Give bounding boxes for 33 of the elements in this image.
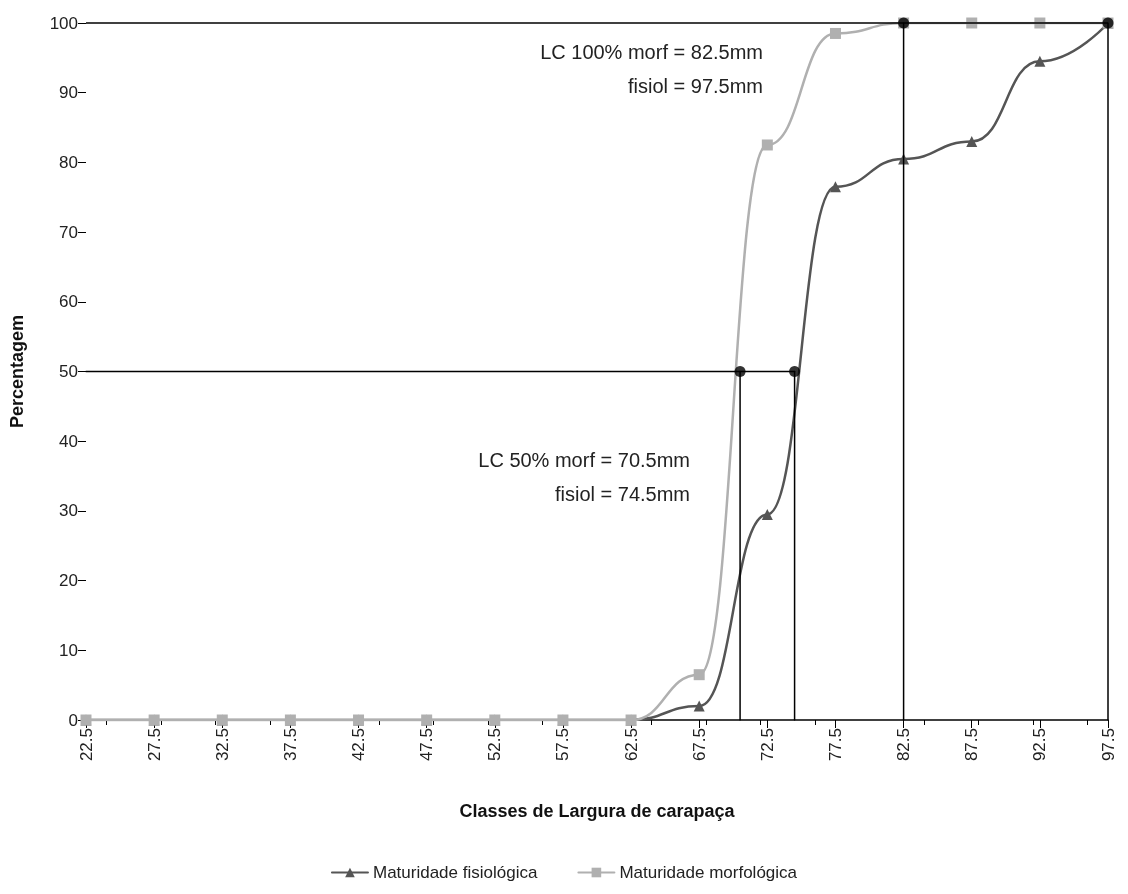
x-tick-label: 62.5 (621, 728, 641, 762)
x-tick-label: 77.5 (825, 728, 845, 762)
x-tick-label: 37.5 (280, 728, 300, 762)
x-tick-label: 97.5 (1098, 728, 1118, 762)
y-tick-label: 20 (59, 571, 78, 591)
y-tick-label: 100 (49, 13, 78, 33)
x-tick-label: 92.5 (1030, 728, 1050, 762)
x-tick-label: 42.5 (349, 728, 369, 762)
x-axis-title: Classes de Largura de carapaça (459, 801, 736, 821)
y-tick-label: 70 (59, 222, 78, 242)
x-tick-label: 57.5 (553, 728, 573, 762)
annotation: LC 50% morf = 70.5mm fisiol = 74.5mm (478, 449, 691, 505)
x-tick-label: 67.5 (689, 728, 709, 762)
x-tick-label: 52.5 (485, 728, 505, 762)
y-axis-title: Percentagem (7, 314, 27, 429)
y-tick-label: 0 (68, 710, 78, 730)
x-tick-label: 27.5 (144, 728, 164, 762)
x-tick-label: 72.5 (757, 728, 777, 762)
y-tick-label: 10 (59, 640, 78, 660)
legend-label: Maturidade fisiológica (372, 863, 538, 882)
y-tick-label: 90 (59, 83, 78, 103)
x-tick-label: 82.5 (894, 728, 914, 762)
x-tick-label: 47.5 (417, 728, 437, 762)
y-tick-label: 60 (59, 292, 78, 312)
x-tick-label: 32.5 (212, 728, 232, 762)
x-tick-label: 22.5 (76, 728, 96, 762)
y-tick-label: 50 (59, 362, 78, 381)
annotation: LC 100% morf = 82.5mm fisiol = 97.5mm (540, 41, 764, 97)
legend-label: Maturidade morfológica (619, 863, 798, 882)
y-tick-label: 40 (59, 431, 78, 451)
y-tick-label: 30 (59, 501, 78, 521)
y-tick-label: 80 (59, 152, 78, 172)
x-tick-label: 87.5 (962, 728, 982, 762)
